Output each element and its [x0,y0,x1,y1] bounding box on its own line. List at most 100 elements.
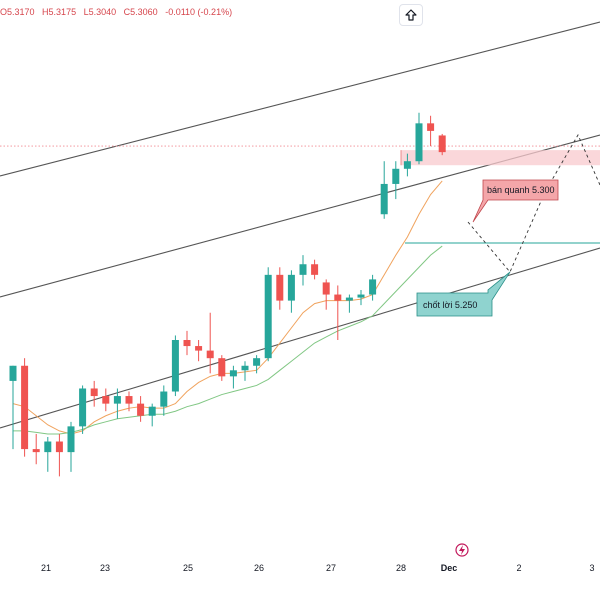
candle-body [438,135,446,153]
take-profit-callout-label: chốt lời 5.250 [423,300,477,310]
sell-zone [401,150,600,166]
candle-body [276,274,284,301]
candle-body [206,350,214,359]
candle [113,388,121,419]
arrow-up-icon [405,9,417,21]
candle-body [253,358,261,366]
x-tick-label: 25 [183,563,193,573]
x-tick-label: 26 [254,563,264,573]
x-tick-label: 2 [516,563,521,573]
take-profit-callout[interactable]: chốt lời 5.250 [416,271,511,317]
candle [427,115,435,147]
share-button[interactable] [399,4,423,26]
candle-body [287,274,295,301]
candle-body [160,391,168,407]
ohlc-close: C5.3060 [123,7,158,17]
candle-body [403,161,411,169]
candle-body [125,396,133,404]
candle-body [345,297,353,301]
candle-body [102,396,110,404]
candle [55,433,63,477]
x-tick-label: 21 [41,563,51,573]
ema-slow-line [13,245,443,435]
candle [264,267,272,362]
candle [287,270,295,313]
candle-body [380,183,388,215]
candle-body [90,388,98,397]
candle [357,290,365,306]
candle [21,358,29,457]
candle-body [67,426,75,453]
x-tick-label: 23 [100,563,110,573]
x-axis: 21 23 25 26 27 28 Dec 2 3 [41,563,595,573]
callouts: bán quanh 5.300 chốt lời 5.250 [416,179,559,317]
candle-body [171,340,179,392]
ohlc-low: L5.3040 [83,7,117,17]
sell-callout[interactable]: bán quanh 5.300 [472,179,559,223]
candle [392,161,400,200]
candle-body [369,279,377,295]
x-tick-label: 3 [589,563,594,573]
candle [345,294,353,313]
candle-body [392,168,400,184]
x-tick-label: 28 [396,563,406,573]
candle [299,255,307,286]
lightning-event-icon[interactable] [455,543,469,557]
candle [32,433,40,465]
candle [415,112,423,165]
candle [183,330,191,356]
candle [311,259,319,280]
candle [380,161,388,219]
candle [90,380,98,407]
candle-body [44,441,52,453]
candle-body [79,388,87,427]
candle-body [334,294,342,301]
candle [79,385,87,434]
ohlc-readout: O5.3170 H5.3175 L5.3040 C5.3060 -0.0110 … [0,7,237,17]
candle-body [137,403,145,416]
candle [102,388,110,412]
ohlc-change: -0.0110 (-0.21%) [165,7,233,17]
ohlc-high: H5.3175 [42,7,77,17]
candle-body [21,365,29,450]
sell-callout-label: bán quanh 5.300 [487,185,555,195]
candle [241,361,249,381]
channel-line-0 [0,21,600,177]
candle-body [32,449,40,453]
candle-body [415,123,423,162]
ema-fast-line [12,180,443,435]
moving-averages [12,180,443,435]
candle [195,340,203,362]
candle-body [299,264,307,275]
sell-callout-box [472,179,559,223]
candle [137,396,145,422]
candle-body [148,406,156,416]
x-tick-label: Dec [441,563,458,573]
candle [276,267,284,310]
candles [9,112,446,477]
candle-body [229,370,237,377]
level-lines [0,145,600,244]
candle [67,421,75,472]
candle [44,436,52,472]
candle-body [183,340,191,347]
channel-line-2 [0,247,600,429]
candle-body [9,365,17,381]
candle [253,355,261,374]
ohlc-open: O5.3170 [0,7,35,17]
candle-body [241,365,249,371]
candle [322,279,330,310]
candle-body [195,346,203,351]
candle-body [264,274,272,359]
candle [403,153,411,177]
candle [369,274,377,301]
x-tick-label: 27 [326,563,336,573]
candle [148,403,156,427]
candle-body [113,396,121,404]
candle [438,133,446,156]
candle [206,312,214,374]
candle [9,365,17,450]
candle-body [357,294,365,298]
candle-body [55,441,63,453]
